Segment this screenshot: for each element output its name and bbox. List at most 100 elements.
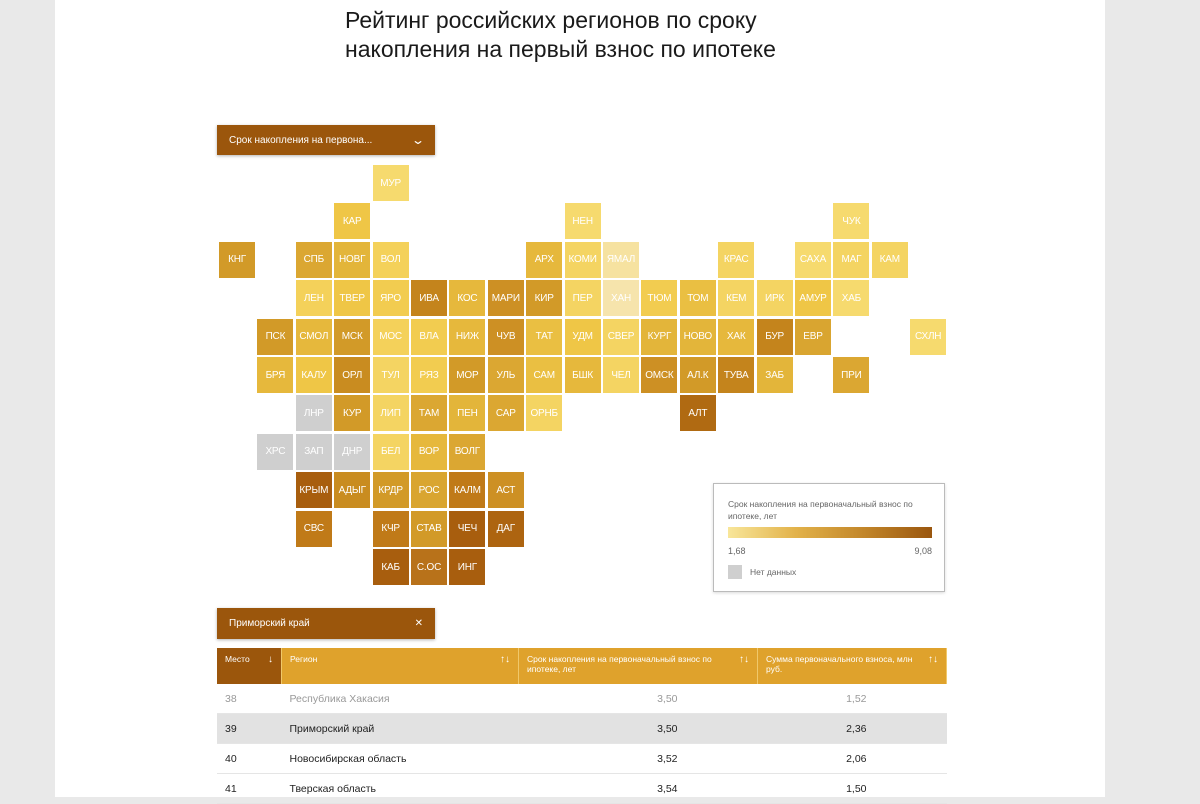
- region-tile[interactable]: КЕМ: [718, 280, 755, 317]
- region-tile[interactable]: КАМ: [871, 241, 908, 278]
- region-tile[interactable]: КИР: [526, 280, 563, 317]
- region-tile[interactable]: КРАС: [718, 241, 755, 278]
- region-tile[interactable]: КРЫМ: [295, 472, 332, 509]
- region-tile[interactable]: ЕВР: [795, 318, 831, 355]
- close-icon[interactable]: ✕: [414, 618, 423, 629]
- region-tile[interactable]: МСК: [334, 318, 371, 355]
- region-tile[interactable]: КУР: [334, 395, 371, 432]
- region-tile[interactable]: ЛИП: [372, 395, 409, 432]
- region-tile[interactable]: ТВЕР: [334, 280, 371, 317]
- region-tile[interactable]: СПБ: [295, 241, 332, 278]
- region-tile[interactable]: КЧР: [372, 510, 409, 547]
- region-tile[interactable]: БЕЛ: [372, 433, 409, 470]
- region-tile[interactable]: КОМИ: [564, 241, 601, 278]
- region-tile[interactable]: ИВА: [411, 280, 447, 317]
- region-tile[interactable]: ЛЕН: [295, 280, 332, 317]
- region-tile[interactable]: ЯРО: [372, 280, 409, 317]
- region-tile[interactable]: БРЯ: [257, 357, 294, 393]
- region-tile[interactable]: САХА: [795, 241, 831, 278]
- region-tile[interactable]: АРХ: [526, 241, 563, 278]
- region-tile[interactable]: НЕН: [564, 203, 601, 240]
- region-tile[interactable]: ЗАБ: [756, 357, 793, 393]
- region-tile[interactable]: ЯМАЛ: [603, 241, 639, 278]
- region-tile[interactable]: С.ОС: [411, 549, 447, 585]
- region-tile[interactable]: ЗАП: [295, 433, 332, 470]
- region-tile[interactable]: ЛНР: [295, 395, 332, 432]
- region-tile[interactable]: ВОЛ: [372, 241, 409, 278]
- region-tile[interactable]: НОВО: [679, 318, 716, 355]
- region-tile[interactable]: ОРНБ: [526, 395, 563, 432]
- region-tile[interactable]: КУРГ: [641, 318, 678, 355]
- region-tile[interactable]: РОС: [411, 472, 447, 509]
- region-tile[interactable]: ТЮМ: [641, 280, 678, 317]
- region-tile[interactable]: ТОМ: [679, 280, 716, 317]
- region-tile[interactable]: ИНГ: [449, 549, 486, 585]
- region-tile[interactable]: ХАБ: [833, 280, 870, 317]
- region-tile[interactable]: ЧУВ: [487, 318, 524, 355]
- region-tile[interactable]: УЛЬ: [487, 357, 524, 393]
- region-tile[interactable]: СМОЛ: [295, 318, 332, 355]
- region-tile[interactable]: ИРК: [756, 280, 793, 317]
- region-tile[interactable]: АСТ: [487, 472, 524, 509]
- region-tile[interactable]: ДНР: [334, 433, 371, 470]
- region-tile[interactable]: ТАТ: [526, 318, 563, 355]
- column-header-term[interactable]: Срок накопления на первоначальный взнос …: [518, 648, 758, 684]
- table-row[interactable]: 38 Республика Хакасия 3,50 1,52: [217, 684, 947, 714]
- region-tile[interactable]: СВЕР: [603, 318, 639, 355]
- region-tile[interactable]: АЛ.К: [679, 357, 716, 393]
- region-tile[interactable]: КРДР: [372, 472, 409, 509]
- selected-region-chip[interactable]: Приморский край ✕: [217, 608, 435, 639]
- region-tile[interactable]: НИЖ: [449, 318, 486, 355]
- region-tile[interactable]: МАРИ: [487, 280, 524, 317]
- region-tile[interactable]: СТАВ: [411, 510, 447, 547]
- column-header-sum[interactable]: Сумма первоначального взноса, млн руб. ↑↓: [757, 648, 947, 684]
- region-tile[interactable]: ТУЛ: [372, 357, 409, 393]
- region-tile[interactable]: ДАГ: [487, 510, 524, 547]
- region-tile[interactable]: ОРЛ: [334, 357, 371, 393]
- region-tile[interactable]: УДМ: [564, 318, 601, 355]
- column-header-region[interactable]: Регион ↑↓: [281, 648, 519, 684]
- region-tile[interactable]: КАЛМ: [449, 472, 486, 509]
- region-tile[interactable]: АДЫГ: [334, 472, 371, 509]
- column-header-place[interactable]: Место ↓: [217, 648, 282, 684]
- region-tile[interactable]: МОС: [372, 318, 409, 355]
- region-tile[interactable]: САМ: [526, 357, 563, 393]
- metric-dropdown[interactable]: Срок накопления на первона... ⌄: [217, 125, 435, 155]
- region-tile[interactable]: ТУВА: [718, 357, 755, 393]
- region-tile[interactable]: ХРС: [257, 433, 294, 470]
- region-tile[interactable]: КАЛУ: [295, 357, 332, 393]
- region-tile[interactable]: ХАН: [603, 280, 639, 317]
- region-tile[interactable]: СХЛН: [910, 318, 947, 355]
- region-tile[interactable]: КНГ: [219, 241, 255, 278]
- region-tile[interactable]: КАБ: [372, 549, 409, 585]
- region-tile[interactable]: ЧЕЛ: [603, 357, 639, 393]
- region-tile[interactable]: ПСК: [257, 318, 294, 355]
- region-tile[interactable]: СВС: [295, 510, 332, 547]
- region-tile[interactable]: ПРИ: [833, 357, 870, 393]
- region-tile[interactable]: МАГ: [833, 241, 870, 278]
- region-tile[interactable]: РЯЗ: [411, 357, 447, 393]
- region-tile[interactable]: ХАК: [718, 318, 755, 355]
- region-tile[interactable]: БШК: [564, 357, 601, 393]
- table-row[interactable]: 40 Новосибирская область 3,52 2,06: [217, 743, 947, 774]
- region-tile[interactable]: ВОР: [411, 433, 447, 470]
- region-tile[interactable]: ПЕН: [449, 395, 486, 432]
- region-tile[interactable]: ЧЕЧ: [449, 510, 486, 547]
- table-row[interactable]: 41 Тверская область 3,54 1,50: [217, 773, 947, 804]
- region-tile[interactable]: ОМСК: [641, 357, 678, 393]
- region-tile[interactable]: МУР: [372, 165, 409, 201]
- region-tile[interactable]: ЧУК: [833, 203, 870, 240]
- region-tile[interactable]: КАР: [334, 203, 371, 240]
- region-tile[interactable]: БУР: [756, 318, 793, 355]
- region-tile[interactable]: КОС: [449, 280, 486, 317]
- region-tile[interactable]: ВЛА: [411, 318, 447, 355]
- region-tile[interactable]: ТАМ: [411, 395, 447, 432]
- region-tile[interactable]: АЛТ: [679, 395, 716, 432]
- table-row-selected[interactable]: 39 Приморский край 3,50 2,36: [217, 713, 947, 744]
- region-tile[interactable]: МОР: [449, 357, 486, 393]
- region-tile[interactable]: САР: [487, 395, 524, 432]
- region-tile[interactable]: ПЕР: [564, 280, 601, 317]
- region-tile[interactable]: ВОЛГ: [449, 433, 486, 470]
- region-tile[interactable]: АМУР: [795, 280, 831, 317]
- region-tile[interactable]: НОВГ: [334, 241, 371, 278]
